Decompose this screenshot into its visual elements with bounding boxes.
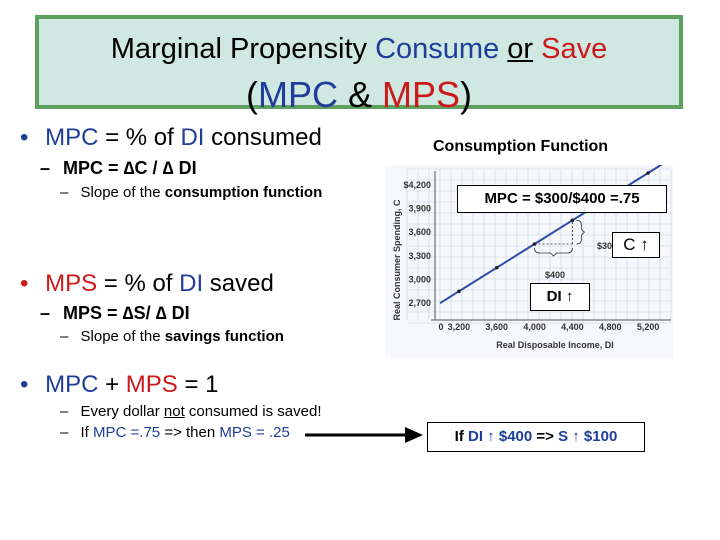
mps-di: DI [179,270,204,297]
sum-bullet-line: • MPC + MPS = 1 [20,371,219,399]
mpc-term: MPC [45,124,99,151]
chart-marks [439,165,663,305]
mps-eq: = % of [97,270,180,297]
title-paren: ) [460,74,473,115]
y-tick-label: 3,600 [408,227,431,237]
title-box: Marginal Propensity Consume or Save (MPC… [35,15,683,115]
data-point [570,218,575,223]
title-or: or [507,33,534,65]
mpc-rest: consumed [204,124,322,151]
sum-note-text: Every dollar [80,403,164,420]
mpc-formula-text: MPC = ∆C / ∆ DI [63,158,197,178]
title-mpc: MPC [257,74,338,115]
title-paren: ( [245,74,258,115]
conclusion-box: If DI ↑ $400 => S ↑ $100 [427,422,645,452]
sum-note-1: – Every dollar not consumed is saved! [60,402,322,421]
dash: – [60,424,69,441]
title-consume: Consume [375,33,500,65]
consumption-line [439,165,663,305]
di-up-box: DI ↑ [530,283,590,311]
conclusion-text: If [454,428,469,445]
mpc-eq: = % of [98,124,181,151]
x-tick-label: 4,000 [523,322,546,332]
mps-rest: saved [203,270,274,297]
sum-eq: = 1 [177,371,219,398]
bracket-400 [534,247,573,257]
chart-title: Consumption Function [433,138,609,155]
title-line-2: (MPC & MPS) [39,75,679,115]
mps-bullet-line: • MPS = % of DI saved [20,270,274,298]
conclusion-s: S ↑ $100 [558,428,618,445]
y-tick-label: 3,300 [408,251,431,261]
y-tick-label: $4,200 [403,180,431,190]
sum-note-2: – If MPC =.75 => then MPS = .25 [60,423,290,442]
y-tick-label: 3,000 [408,275,431,285]
x-tick-label: 0 [438,322,443,332]
annot-400: $400 [545,270,565,280]
mpc-slope-term: consumption function [164,184,323,201]
data-point [457,289,461,294]
data-point [494,265,499,270]
title-text: Marginal Propensity [110,33,376,65]
bullet-dot: • [20,270,29,297]
sum-note-text: => then [160,424,220,441]
mps-formula-text: MPS = ∆S/ ∆ DI [63,303,190,323]
x-tick-label: 5,200 [637,322,660,332]
title-amp: & [337,74,382,115]
data-point [532,242,537,246]
mpc-calc-box: MPC = $300/$400 =.75 [457,185,667,213]
x-tick-label: 4,400 [561,322,584,332]
mps-slope-note: – Slope of the savings function [60,327,284,346]
dash: – [40,303,51,323]
sum-note-not: not [163,403,185,420]
mps-term: MPS [45,270,98,297]
conclusion-di: DI ↑ $400 [468,428,533,445]
bracket-300 [576,219,585,245]
conclusion-text: => [532,428,559,445]
x-tick-label: 3,600 [485,322,508,332]
annot-300: $300 [597,241,617,251]
mpc-di: DI [180,124,205,151]
bullet-dot: • [20,371,29,398]
chart-xlabel: Real Disposable Income, DI [496,340,614,350]
title-mps: MPS [382,74,461,115]
sum-note-text: If [80,424,94,441]
mps-slope-text: Slope of the [80,328,165,345]
arrow-right-icon [305,427,423,443]
mpc-formula: – MPC = ∆C / ∆ DI [40,157,197,179]
title-space [533,33,541,65]
mpc-slope-note: – Slope of the consumption function [60,183,322,202]
title-save: Save [541,33,608,65]
sum-note-mpc: MPC =.75 [93,424,161,441]
chart-ylabel: Real Consumer Spending, C [392,199,402,321]
data-point [646,171,650,175]
dash: – [60,328,69,345]
sum-note-text: consumed is saved! [184,403,322,420]
y-tick-label: 2,700 [408,298,431,308]
sum-note-mps: MPS = .25 [219,424,290,441]
sum-plus: + [98,371,126,398]
mpc-slope-text: Slope of the [80,184,165,201]
mps-formula: – MPS = ∆S/ ∆ DI [40,302,190,324]
dash: – [60,403,69,420]
bullet-dot: • [20,124,29,151]
x-tick-label: 3,200 [448,322,471,332]
sum-mps: MPS [125,371,178,398]
title-line-1: Marginal Propensity Consume or Save [39,33,679,65]
dash: – [40,158,51,178]
y-tick-label: 3,900 [408,204,431,214]
mps-slope-term: savings function [164,328,284,345]
c-up-box: C ↑ [612,232,660,258]
dash: – [60,184,69,201]
x-tick-label: 4,800 [599,322,622,332]
chart-ticks: $4,200 3,900 3,600 3,300 3,000 2,700 0 3,200 3,6… [403,180,659,332]
mpc-bullet-line: • MPC = % of DI consumed [20,124,322,152]
sum-mpc: MPC [45,371,99,398]
